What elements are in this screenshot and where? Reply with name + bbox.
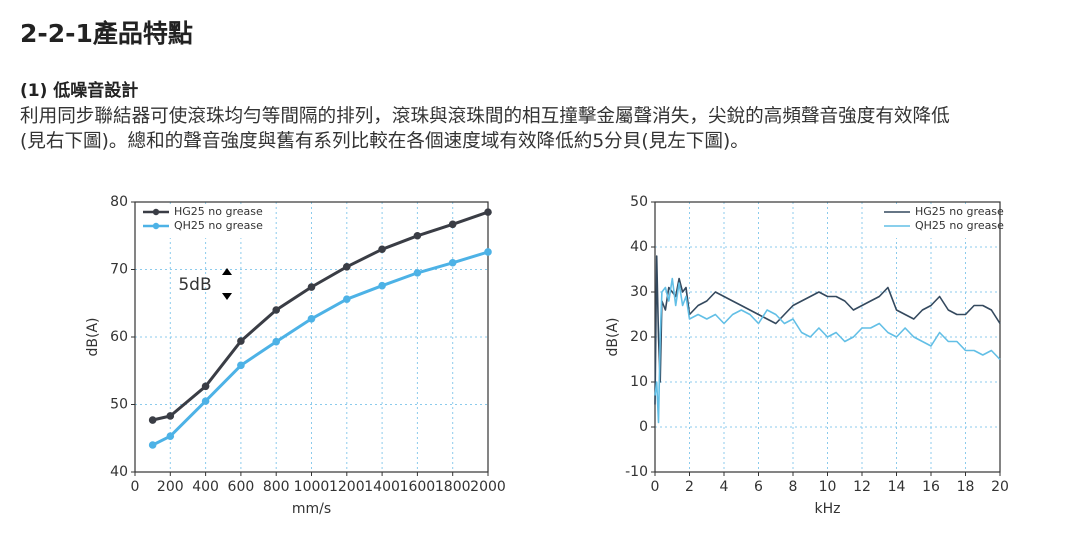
legend-marker <box>152 208 160 216</box>
data-point <box>148 416 157 424</box>
annotation-arrowhead <box>222 268 232 300</box>
data-point <box>201 382 210 391</box>
y-tick-label: 70 <box>110 262 128 278</box>
section-heading: (1) 低噪音設計 <box>20 81 139 101</box>
x-tick-label: 0 <box>131 479 140 495</box>
data-point <box>272 337 281 346</box>
y-tick-label: 40 <box>110 464 128 480</box>
data-point <box>448 258 457 267</box>
legend-label: HG25 no grease <box>915 205 1004 218</box>
x-tick-label: 1400 <box>364 479 400 495</box>
y-tick-label: 40 <box>630 239 648 255</box>
data-point <box>201 397 210 405</box>
x-tick-label: 0 <box>651 479 660 495</box>
legend-label: QH25 no grease <box>174 219 263 232</box>
legend-label: QH25 no grease <box>915 219 1004 232</box>
x-tick-label: 16 <box>922 479 940 495</box>
legend-label: HG25 no grease <box>174 205 263 218</box>
legend-box <box>139 204 257 238</box>
y-tick-label: -10 <box>625 464 648 480</box>
data-point <box>484 208 492 216</box>
data-point <box>413 269 422 277</box>
x-tick-label: 800 <box>263 479 290 495</box>
annotation: 5dB <box>178 275 211 295</box>
series-line <box>654 277 1001 424</box>
paragraph-line: (見右下圖)。總和的聲音強度與舊有系列比較在各個速度域有效降低約5分貝(見左下圖… <box>20 131 749 152</box>
y-tick-label: 0 <box>639 419 648 435</box>
x-tick-label: 12 <box>853 479 871 495</box>
series-line <box>654 255 1001 405</box>
data-point <box>272 306 281 314</box>
page-title: 2-2-1產品特點 <box>20 19 193 48</box>
x-tick-label: 18 <box>957 479 975 495</box>
y-tick-label: 80 <box>110 194 128 210</box>
y-axis-label: dB(A) <box>85 318 101 357</box>
x-tick-label: 200 <box>157 479 184 495</box>
y-tick-label: 50 <box>630 194 648 210</box>
x-tick-label: 20 <box>991 479 1009 495</box>
x-axis-label: mm/s <box>292 501 331 517</box>
data-point <box>343 263 351 271</box>
x-tick-label: 2000 <box>470 479 506 495</box>
data-point <box>378 281 386 290</box>
x-axis-label: kHz <box>815 501 841 517</box>
data-point <box>166 432 175 441</box>
paragraph-line: 利用同步聯結器可使滾珠均勻等間隔的排列，滾珠與滾珠間的相互撞擊金屬聲消失，尖銳的… <box>20 106 950 127</box>
data-point <box>413 231 422 240</box>
x-tick-label: 1000 <box>294 479 330 495</box>
x-tick-label: 14 <box>888 479 906 495</box>
data-point <box>484 248 492 256</box>
y-tick-label: 10 <box>630 374 648 390</box>
y-tick-label: 50 <box>110 397 128 413</box>
x-tick-label: 1200 <box>329 479 365 495</box>
y-tick-label: 60 <box>110 329 128 345</box>
y-axis-label: dB(A) <box>605 318 621 357</box>
data-point <box>307 283 316 291</box>
x-tick-label: 6 <box>754 479 763 495</box>
data-point <box>307 314 316 323</box>
data-point <box>237 337 245 345</box>
x-tick-label: 1800 <box>435 479 471 495</box>
x-tick-label: 1600 <box>400 479 436 495</box>
x-tick-label: 4 <box>720 479 729 495</box>
data-point <box>448 220 457 229</box>
legend-box <box>880 204 998 238</box>
data-point <box>148 441 157 449</box>
x-tick-label: 600 <box>228 479 255 495</box>
plot-border <box>134 201 489 473</box>
data-point <box>166 412 175 420</box>
x-tick-label: 400 <box>192 479 219 495</box>
x-tick-label: 2 <box>685 479 694 495</box>
data-point <box>378 245 386 254</box>
x-tick-label: 8 <box>789 479 798 495</box>
data-point <box>343 295 351 304</box>
y-tick-label: 20 <box>630 329 648 345</box>
data-point <box>237 361 245 370</box>
x-tick-label: 10 <box>819 479 837 495</box>
legend-marker <box>152 222 160 230</box>
y-tick-label: 30 <box>630 284 648 300</box>
